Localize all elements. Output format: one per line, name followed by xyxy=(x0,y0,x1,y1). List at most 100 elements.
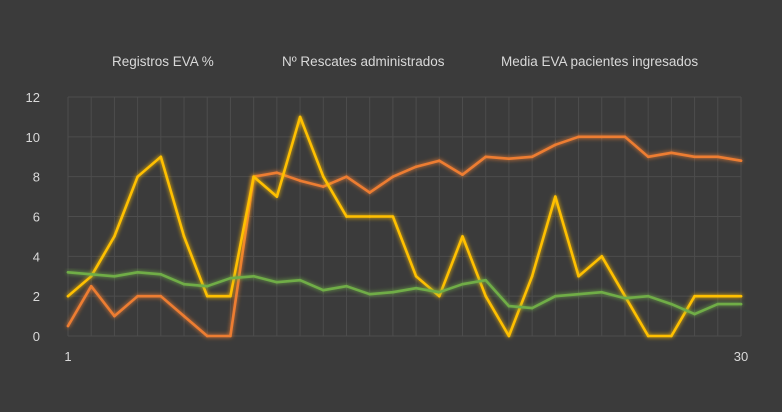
data-point xyxy=(321,175,325,178)
data-point xyxy=(670,302,673,306)
y-tick-label: 12 xyxy=(26,90,40,105)
data-point xyxy=(461,282,464,286)
data-point xyxy=(298,278,302,282)
data-point xyxy=(414,274,418,278)
data-point xyxy=(113,235,116,238)
data-point xyxy=(275,171,279,174)
data-point xyxy=(623,296,627,300)
data-point xyxy=(229,276,232,280)
data-point xyxy=(321,185,325,188)
data-point xyxy=(670,334,673,338)
data-point xyxy=(438,290,441,294)
data-point xyxy=(670,151,673,155)
data-point xyxy=(577,292,580,296)
data-point xyxy=(484,278,488,282)
data-point xyxy=(368,191,371,194)
series-2 xyxy=(66,115,743,338)
data-point xyxy=(438,294,441,298)
data-point xyxy=(716,294,720,298)
data-point xyxy=(159,272,163,276)
data-point xyxy=(368,215,371,218)
data-point xyxy=(136,270,139,274)
series-line xyxy=(66,135,743,338)
data-point xyxy=(461,173,464,176)
data-point xyxy=(530,274,534,278)
data-point xyxy=(693,294,696,298)
data-point xyxy=(391,290,395,294)
y-tick-label: 4 xyxy=(33,249,40,264)
data-point xyxy=(554,195,557,198)
data-point xyxy=(646,334,650,338)
data-point xyxy=(182,282,186,286)
data-point xyxy=(461,235,464,238)
data-point xyxy=(507,334,511,338)
data-point xyxy=(229,334,232,338)
data-point xyxy=(739,302,743,306)
axis-labels: 0 2 4 6 8 10 12 1 30 xyxy=(26,90,749,364)
legend-item: Nº Rescates administrados xyxy=(240,54,445,69)
data-point xyxy=(507,157,511,161)
data-point xyxy=(113,274,116,278)
data-point xyxy=(89,272,93,276)
data-point xyxy=(646,294,650,298)
data-point xyxy=(229,294,232,298)
legend-label: Nº Rescates administrados xyxy=(282,54,445,69)
data-point xyxy=(693,312,696,316)
data-point xyxy=(136,294,139,298)
data-point xyxy=(530,306,534,310)
data-point xyxy=(554,294,557,298)
data-point xyxy=(66,294,70,298)
data-point xyxy=(554,143,557,147)
x-tick-label: 30 xyxy=(734,349,748,364)
data-point xyxy=(298,115,302,119)
data-point xyxy=(321,288,325,292)
data-point xyxy=(577,274,580,278)
data-point xyxy=(345,175,348,178)
data-point xyxy=(252,274,255,278)
data-point xyxy=(182,314,186,318)
data-point xyxy=(252,175,255,178)
data-point xyxy=(438,159,441,163)
data-point xyxy=(484,294,488,298)
data-point xyxy=(693,155,696,159)
data-point xyxy=(345,284,348,288)
data-point xyxy=(391,175,395,178)
y-tick-label: 8 xyxy=(33,170,40,185)
data-point xyxy=(484,155,488,159)
series-lines xyxy=(66,115,743,338)
legend-label: Media EVA pacientes ingresados xyxy=(501,54,698,69)
data-point xyxy=(182,235,186,238)
data-point xyxy=(298,179,302,182)
data-point xyxy=(716,302,720,306)
series-line xyxy=(66,270,743,316)
legend-item: Registros EVA % xyxy=(70,54,214,69)
data-point xyxy=(646,155,650,159)
x-tick-label: 1 xyxy=(64,349,71,364)
data-point xyxy=(345,215,348,218)
data-point xyxy=(739,159,743,163)
series-line xyxy=(66,115,743,338)
data-point xyxy=(136,175,139,178)
data-point xyxy=(66,324,70,328)
legend-label: Registros EVA % xyxy=(112,54,214,69)
data-point xyxy=(623,135,627,139)
data-point xyxy=(89,284,93,288)
data-point xyxy=(275,280,279,284)
y-tick-label: 2 xyxy=(33,289,40,304)
series-1 xyxy=(66,135,743,338)
data-point xyxy=(368,292,371,296)
data-point xyxy=(600,255,604,258)
data-point xyxy=(739,294,743,298)
data-point xyxy=(507,304,511,308)
legend: Registros EVA % Nº Rescates administrados… xyxy=(70,54,698,69)
data-point xyxy=(414,286,418,290)
data-point xyxy=(391,215,395,218)
gridlines xyxy=(67,96,742,337)
data-point xyxy=(414,165,418,169)
data-point xyxy=(66,270,70,274)
data-point xyxy=(159,294,163,298)
data-point xyxy=(159,155,163,159)
data-point xyxy=(530,155,534,159)
